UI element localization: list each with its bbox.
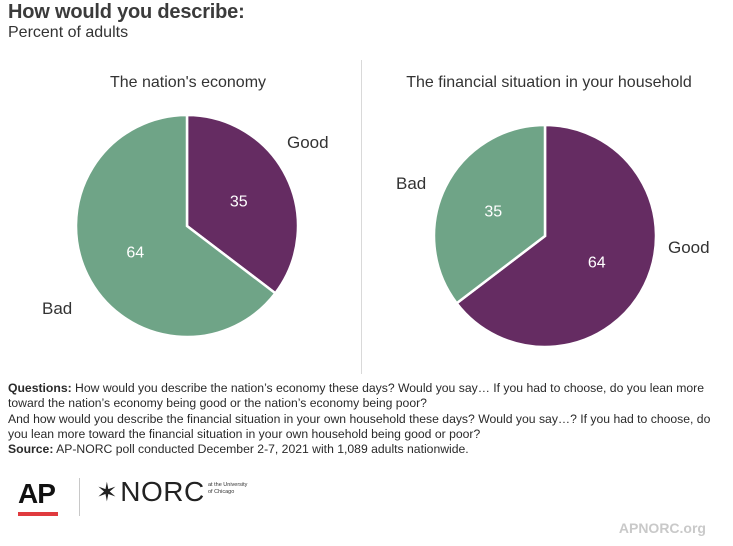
chart-divider bbox=[361, 60, 362, 374]
pie-category-label-household-bad: Bad bbox=[396, 174, 426, 193]
notes-block: Questions: How would you describe the na… bbox=[8, 381, 728, 457]
pie-slice-economy-good bbox=[185, 113, 300, 295]
pie-category-label-household-good: Good bbox=[668, 238, 710, 257]
ap-logo-bar bbox=[18, 512, 58, 516]
pie-title-economy: The nation's economy bbox=[109, 74, 267, 91]
norc-logo-subtext: at the University of Chicago bbox=[208, 482, 248, 495]
questions-label: Questions: bbox=[8, 381, 72, 395]
apnorc-link[interactable]: APNORC.org bbox=[618, 520, 706, 536]
source-text: AP-NORC poll conducted December 2-7, 202… bbox=[56, 442, 469, 457]
questions-text-1: How would you describe the nation’s econ… bbox=[8, 381, 704, 411]
pie-title-household: The financial situation in your househol… bbox=[406, 74, 692, 91]
pie-slice-economy-bad bbox=[74, 113, 278, 339]
source-label: Source: bbox=[8, 442, 54, 457]
norc-logo-text: NORC bbox=[120, 476, 205, 507]
pie-value-label-household-good: 64 bbox=[588, 255, 606, 272]
pie-category-label-economy-bad: Bad bbox=[42, 299, 72, 318]
pie-category-label-economy-good: Good bbox=[287, 133, 329, 152]
logo-separator bbox=[79, 478, 80, 516]
norc-star-icon: ✶ bbox=[96, 477, 119, 507]
pie-value-label-household-bad: 35 bbox=[484, 203, 502, 220]
chart-subtitle: Percent of adults bbox=[8, 24, 129, 41]
norc-logo: ✶NORC bbox=[96, 476, 205, 508]
pie-value-label-economy-good: 35 bbox=[230, 193, 248, 210]
pie-slice-household-good bbox=[454, 123, 658, 349]
pie-slice-household-bad bbox=[432, 123, 547, 305]
chart-title: How would you describe: bbox=[8, 1, 245, 23]
pie-value-label-economy-bad: 64 bbox=[126, 245, 144, 262]
ap-logo: AP bbox=[18, 478, 56, 509]
questions-text-2: And how would you describe the financial… bbox=[8, 411, 711, 441]
